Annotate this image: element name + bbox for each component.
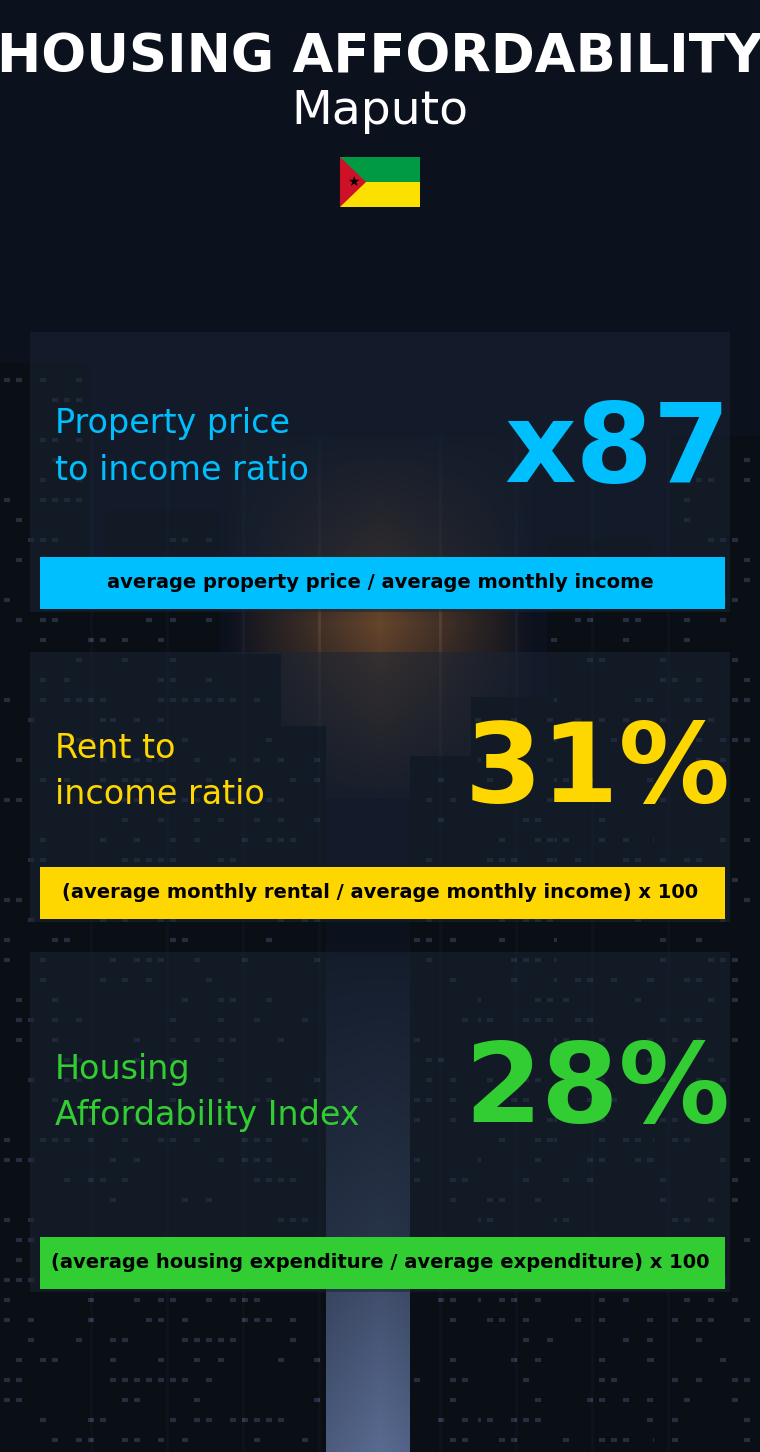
Bar xyxy=(30,333,730,611)
Text: x87: x87 xyxy=(504,398,730,505)
Text: Property price
to income ratio: Property price to income ratio xyxy=(55,408,309,486)
Text: Housing
Affordability Index: Housing Affordability Index xyxy=(55,1053,359,1131)
Bar xyxy=(340,182,420,208)
Text: HOUSING AFFORDABILITY: HOUSING AFFORDABILITY xyxy=(0,30,760,83)
Text: ★: ★ xyxy=(347,176,359,189)
Bar xyxy=(40,1237,725,1289)
Bar xyxy=(40,867,725,919)
Text: 28%: 28% xyxy=(464,1038,730,1146)
Text: Maputo: Maputo xyxy=(292,90,468,135)
Text: Rent to
income ratio: Rent to income ratio xyxy=(55,732,265,812)
Bar xyxy=(340,157,420,182)
Text: (average housing expenditure / average expenditure) x 100: (average housing expenditure / average e… xyxy=(51,1253,709,1272)
Polygon shape xyxy=(340,157,366,208)
Bar xyxy=(40,558,725,608)
Text: (average monthly rental / average monthly income) x 100: (average monthly rental / average monthl… xyxy=(62,883,698,903)
Bar xyxy=(30,953,730,1292)
Bar xyxy=(30,652,730,922)
Bar xyxy=(340,182,420,187)
Text: average property price / average monthly income: average property price / average monthly… xyxy=(106,574,654,592)
Text: 31%: 31% xyxy=(464,719,730,826)
